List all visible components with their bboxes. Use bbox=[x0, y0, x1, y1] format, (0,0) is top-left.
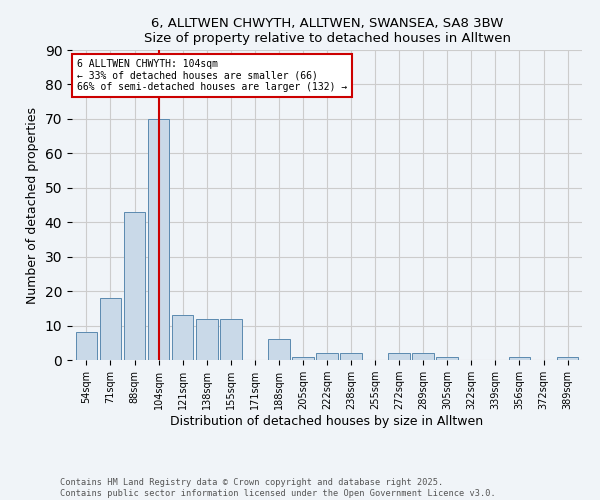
Bar bbox=[388, 353, 410, 360]
Bar bbox=[220, 318, 242, 360]
Bar bbox=[172, 315, 193, 360]
Bar bbox=[557, 356, 578, 360]
Title: 6, ALLTWEN CHWYTH, ALLTWEN, SWANSEA, SA8 3BW
Size of property relative to detach: 6, ALLTWEN CHWYTH, ALLTWEN, SWANSEA, SA8… bbox=[143, 16, 511, 44]
Y-axis label: Number of detached properties: Number of detached properties bbox=[26, 106, 39, 304]
Bar bbox=[124, 212, 145, 360]
Bar bbox=[292, 356, 314, 360]
Text: 6 ALLTWEN CHWYTH: 104sqm
← 33% of detached houses are smaller (66)
66% of semi-d: 6 ALLTWEN CHWYTH: 104sqm ← 33% of detach… bbox=[77, 60, 347, 92]
Bar bbox=[316, 353, 338, 360]
Bar bbox=[76, 332, 97, 360]
Text: Contains HM Land Registry data © Crown copyright and database right 2025.
Contai: Contains HM Land Registry data © Crown c… bbox=[60, 478, 496, 498]
Bar bbox=[436, 356, 458, 360]
Bar bbox=[268, 340, 290, 360]
Bar bbox=[196, 318, 218, 360]
Bar bbox=[100, 298, 121, 360]
Bar bbox=[340, 353, 362, 360]
Bar bbox=[412, 353, 434, 360]
Bar bbox=[509, 356, 530, 360]
X-axis label: Distribution of detached houses by size in Alltwen: Distribution of detached houses by size … bbox=[170, 415, 484, 428]
Bar bbox=[148, 119, 169, 360]
